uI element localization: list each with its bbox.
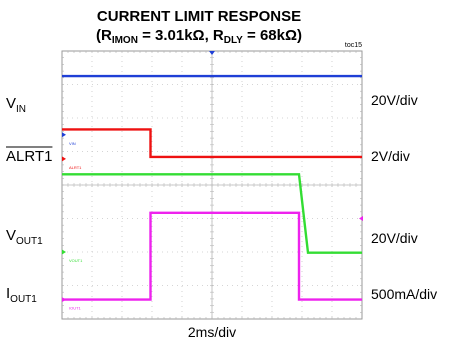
trace-tag-vin: VIN — [69, 141, 76, 146]
chart-title-line1: CURRENT LIMIT RESPONSE — [97, 8, 301, 25]
channel-scale-iout1: 500mA/div — [371, 286, 437, 302]
trace-tag-vout1: VOUT1 — [69, 258, 83, 263]
channel-label-vout1: VOUT1 — [6, 227, 43, 247]
ground-marker-vout1 — [62, 249, 66, 255]
channel-label-vin: VIN — [6, 95, 26, 115]
channel-scale-alrt1: 2V/div — [371, 148, 410, 164]
x-axis-label: 2ms/div — [188, 324, 236, 340]
scope-screen — [61, 50, 363, 320]
trace-vout1 — [62, 173, 362, 254]
channel-scale-vin: 20V/div — [371, 92, 418, 108]
chart-title-line2: (RIMON = 3.01kΩ, RDLY = 68kΩ) — [96, 27, 302, 46]
trace-alrt1 — [62, 128, 362, 159]
channel-label-alrt1: ALRT1 — [6, 148, 52, 165]
ground-marker-iout1 — [62, 297, 66, 303]
trace-tag-alrt1: ALRT1 — [69, 165, 82, 170]
scope-traces: VIN ALRT1 VOUT1 IOUT1 — [62, 74, 362, 311]
trace-iout1 — [62, 211, 362, 301]
trace-tag-iout1: IOUT1 — [69, 306, 82, 311]
ground-marker-vin — [62, 132, 66, 138]
trigger-level-marker — [359, 216, 363, 221]
channel-label-iout1: IOUT1 — [6, 285, 37, 305]
channel-labels: VIN 20V/div ALRT1 2V/div VOUT1 20V/div IOUT1 50… — [6, 92, 437, 305]
trigger-marker — [209, 51, 215, 55]
channel-scale-vout1: 20V/div — [371, 230, 418, 246]
figure-id: toc15 — [345, 42, 362, 49]
ground-marker-alrt1 — [62, 156, 66, 162]
